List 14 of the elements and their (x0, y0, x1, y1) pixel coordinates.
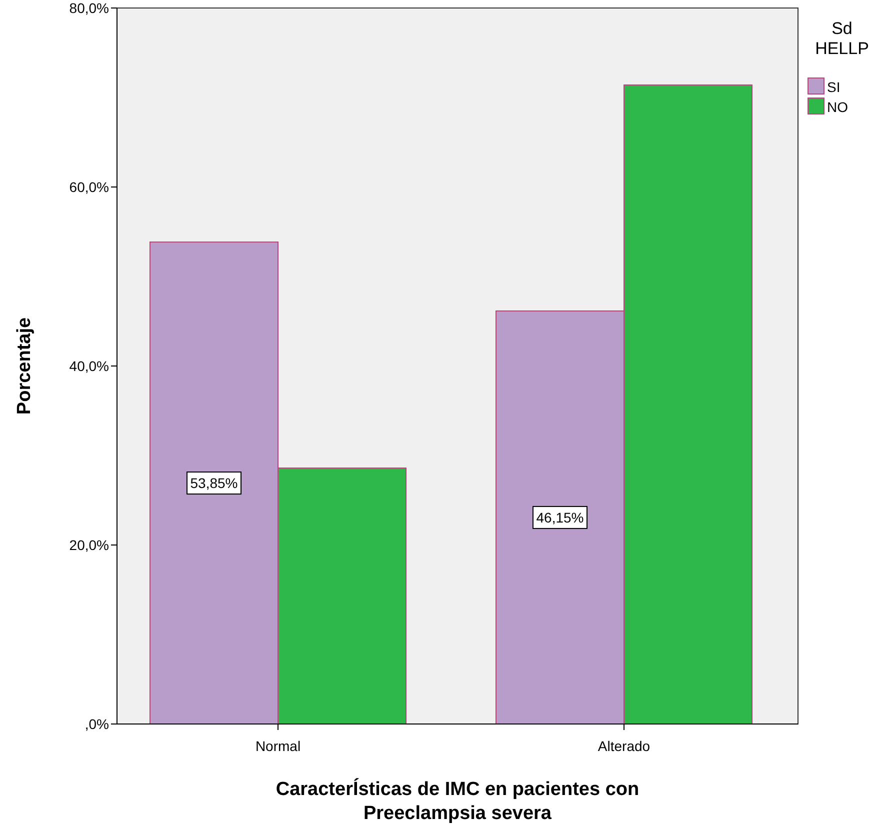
data-label: 53,85% (190, 475, 238, 492)
data-label: 46,15% (536, 509, 584, 526)
y-tick-label: 40,0% (69, 358, 109, 374)
x-axis-title: CaracterÍsticas de IMC en pacientes con Preeclampsia severa (276, 778, 640, 824)
x-tick-label: Alterado (598, 738, 650, 754)
y-axis-title: Porcentaje (14, 317, 35, 415)
y-tick-label: 20,0% (69, 537, 109, 553)
x-tick-label: Normal (255, 738, 301, 754)
y-tick-label: 60,0% (69, 179, 109, 195)
y-tick-label: ,0% (84, 716, 109, 732)
legend-label: SI (827, 79, 840, 95)
legend-title: Sd HELLP (815, 19, 869, 58)
legend-label: NO (827, 99, 848, 115)
y-tick-label: 80,0% (69, 0, 109, 16)
